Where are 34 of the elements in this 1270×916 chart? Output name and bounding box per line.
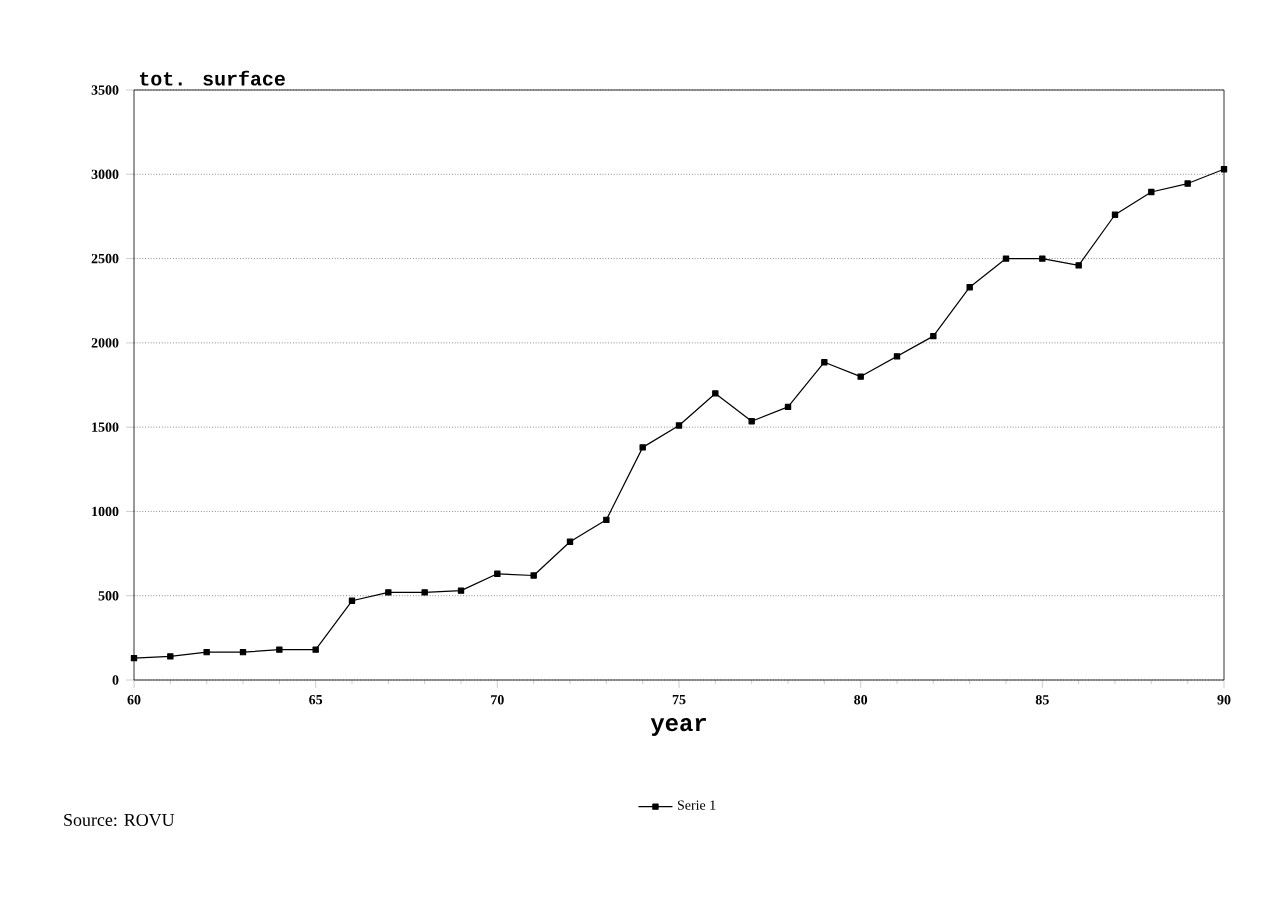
source-note: Source: ROVU bbox=[64, 813, 175, 827]
point bbox=[784, 403, 792, 411]
point bbox=[530, 572, 537, 579]
point bbox=[276, 646, 283, 653]
point bbox=[457, 587, 465, 594]
y-axis-title: tot. surface bbox=[139, 70, 285, 86]
point bbox=[1184, 180, 1191, 187]
point bbox=[603, 516, 610, 524]
point bbox=[239, 648, 247, 656]
point bbox=[494, 570, 501, 577]
x-axis-title: year bbox=[650, 718, 706, 736]
point bbox=[639, 444, 646, 451]
point bbox=[930, 332, 937, 340]
point bbox=[348, 597, 356, 604]
point bbox=[966, 284, 973, 291]
point bbox=[1148, 188, 1155, 196]
point bbox=[1039, 255, 1046, 262]
point bbox=[385, 589, 392, 596]
point bbox=[421, 589, 428, 596]
point bbox=[1075, 262, 1082, 269]
point bbox=[748, 418, 755, 425]
point bbox=[167, 653, 174, 660]
point bbox=[821, 359, 828, 366]
point bbox=[312, 646, 319, 653]
point bbox=[893, 353, 901, 360]
point bbox=[712, 390, 719, 397]
point bbox=[130, 654, 138, 662]
point bbox=[203, 648, 210, 656]
point bbox=[1002, 255, 1010, 262]
point bbox=[857, 373, 864, 380]
point bbox=[566, 538, 574, 545]
point bbox=[1220, 166, 1228, 173]
point bbox=[1111, 211, 1119, 218]
point bbox=[675, 422, 683, 429]
